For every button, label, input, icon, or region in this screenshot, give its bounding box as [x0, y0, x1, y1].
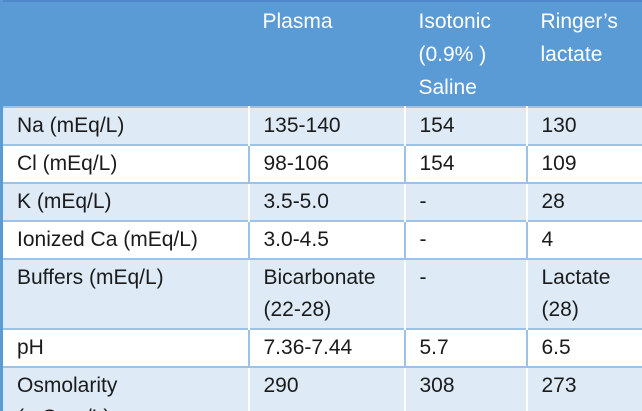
cell-ph-plasma: 7.36-7.44 [248, 328, 406, 367]
header-cell-ringers-lactate: Ringer’s lactate [526, 1, 642, 107]
cell-cl-ringers: 109 [526, 144, 642, 183]
cell-na-saline: 154 [404, 106, 528, 145]
cell-cl-plasma: 98-106 [248, 144, 406, 183]
row-label-osmolarity: Osmolarity (mOsm/L) [1, 366, 250, 411]
row-label-ph: pH [1, 328, 250, 367]
table-row-na: Na (mEq/L) 135-140 154 130 [1, 106, 642, 145]
table-row-ph: pH 7.36-7.44 5.7 6.5 [1, 328, 642, 367]
header-cell-empty [1, 1, 249, 107]
header-cell-plasma: Plasma [248, 1, 405, 107]
row-label-k: K (mEq/L) [1, 182, 250, 221]
cell-k-saline: - [404, 182, 528, 221]
cell-ph-ringers: 6.5 [526, 328, 642, 367]
table-row-cl: Cl (mEq/L) 98-106 154 109 [1, 144, 642, 183]
cell-buffers-ringers: Lactate (28) [526, 258, 642, 329]
cell-k-ringers: 28 [526, 182, 642, 221]
cell-ca-ringers: 4 [526, 220, 642, 259]
cell-na-plasma: 135-140 [248, 106, 406, 145]
cell-ph-saline: 5.7 [404, 328, 528, 367]
row-label-ionized-ca: Ionized Ca (mEq/L) [1, 220, 250, 259]
header-cell-isotonic-saline: Isotonic (0.9% ) Saline [404, 1, 527, 107]
cell-buffers-plasma: Bicarbonate (22-28) [248, 258, 406, 329]
cell-ca-plasma: 3.0-4.5 [248, 220, 406, 259]
row-label-na: Na (mEq/L) [1, 106, 250, 145]
table-row-buffers: Buffers (mEq/L) Bicarbonate (22-28) - La… [1, 258, 642, 329]
cell-ca-saline: - [404, 220, 528, 259]
row-label-cl: Cl (mEq/L) [1, 144, 250, 183]
table-row-k: K (mEq/L) 3.5-5.0 - 28 [1, 182, 642, 221]
cell-na-ringers: 130 [526, 106, 642, 145]
row-label-buffers: Buffers (mEq/L) [1, 258, 250, 329]
table-row-osmolarity: Osmolarity (mOsm/L) 290 308 273 [1, 366, 642, 411]
cell-osm-saline: 308 [404, 366, 528, 411]
cell-osm-plasma: 290 [248, 366, 406, 411]
cell-osm-ringers: 273 [526, 366, 642, 411]
table-row-ionized-ca: Ionized Ca (mEq/L) 3.0-4.5 - 4 [1, 220, 642, 259]
cell-k-plasma: 3.5-5.0 [248, 182, 406, 221]
cell-cl-saline: 154 [404, 144, 528, 183]
cell-buffers-saline: - [404, 258, 528, 329]
table-header-row: Plasma Isotonic (0.9% ) Saline Ringer’s … [1, 1, 642, 107]
